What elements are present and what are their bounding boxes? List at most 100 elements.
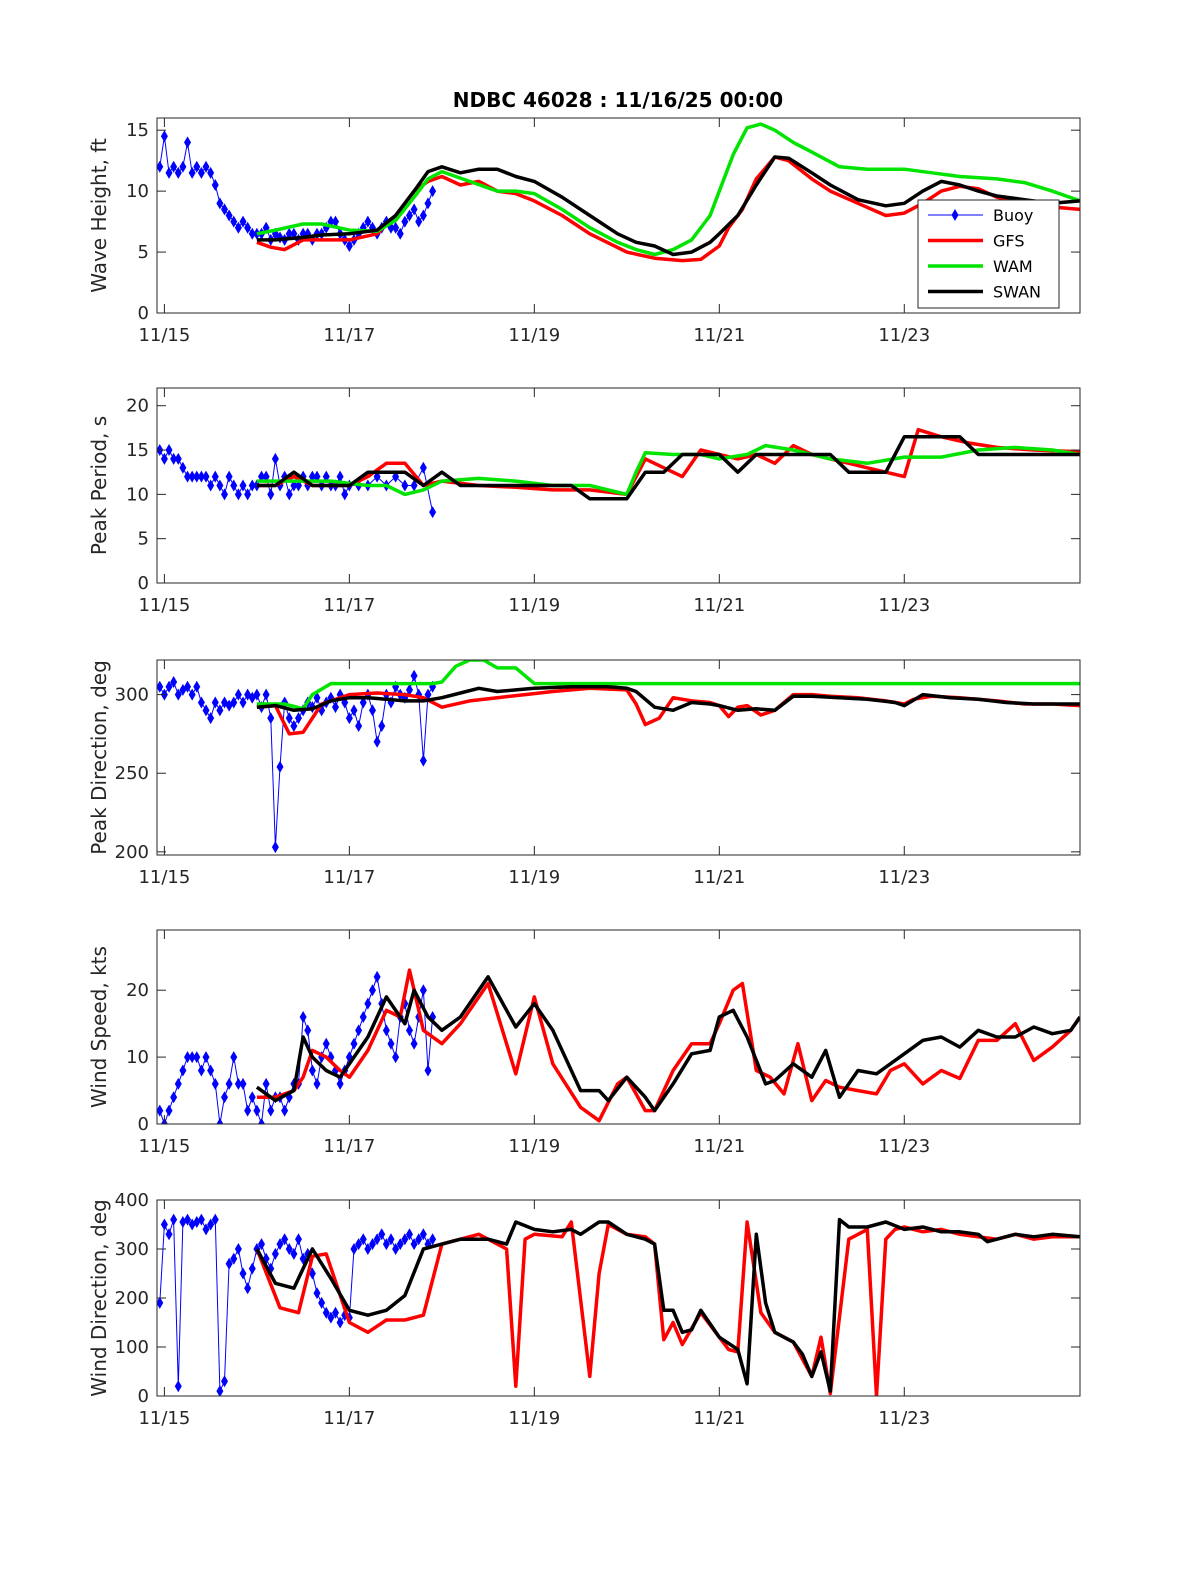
legend: Buoy GFS WAM SWAN xyxy=(917,199,1060,309)
buoy-point xyxy=(234,1243,242,1255)
buoy-point xyxy=(239,1267,247,1280)
buoy-point xyxy=(355,1024,363,1037)
buoy-point xyxy=(355,720,363,733)
buoy-point xyxy=(359,1233,367,1246)
buoy-point xyxy=(396,1238,404,1251)
buoy-point xyxy=(184,1051,192,1064)
y-tick-label: 0 xyxy=(138,573,149,594)
buoy-point xyxy=(331,1306,339,1319)
buoy-point xyxy=(419,1228,427,1241)
buoy-point xyxy=(216,1385,224,1396)
x-tick-label: 11/19 xyxy=(508,867,560,888)
buoy-point xyxy=(216,197,224,210)
buoy-point xyxy=(197,1064,205,1077)
x-tick-label: 11/23 xyxy=(878,1136,930,1157)
buoy-point xyxy=(170,452,178,465)
x-tick-label: 11/19 xyxy=(508,1136,560,1157)
buoy-point xyxy=(336,1077,344,1090)
chart-panel-5: 11/15 11/17 11/19 11/21 11/23 0 100 200 300 400Wi… xyxy=(87,1190,1081,1429)
y-tick-label: 5 xyxy=(138,242,149,263)
buoy-point xyxy=(405,683,413,696)
buoy-point xyxy=(373,735,381,748)
buoy-point xyxy=(197,696,205,709)
buoy-point xyxy=(202,470,210,483)
series-group xyxy=(157,427,1080,519)
series-line-wam xyxy=(256,443,1080,497)
x-tick-label: 11/19 xyxy=(508,595,560,616)
buoy-point xyxy=(359,1010,367,1023)
buoy-point xyxy=(331,701,339,714)
buoy-point xyxy=(382,1024,390,1037)
legend-label: WAM xyxy=(993,257,1033,276)
buoy-point xyxy=(221,203,229,216)
buoy-point xyxy=(415,215,423,228)
buoy-point xyxy=(285,712,293,725)
axes-box xyxy=(156,387,1081,584)
buoy-point xyxy=(401,1233,409,1246)
y-tick-label: 400 xyxy=(115,1190,149,1211)
buoy-point xyxy=(419,754,427,767)
buoy-point xyxy=(225,470,233,483)
buoy-point xyxy=(248,1091,256,1104)
y-tick-label: 250 xyxy=(115,763,149,784)
buoy-point xyxy=(165,1104,173,1117)
buoy-point xyxy=(290,720,298,733)
x-tick-label: 11/21 xyxy=(693,1408,745,1429)
buoy-point xyxy=(165,1228,173,1241)
x-tick-label: 11/19 xyxy=(508,325,560,346)
axes-box xyxy=(156,929,1081,1125)
buoy-point xyxy=(258,1118,266,1124)
buoy-point xyxy=(197,166,205,179)
buoy-point xyxy=(299,1010,307,1023)
buoy-point xyxy=(239,479,247,492)
buoy-point xyxy=(327,1311,335,1324)
buoy-point xyxy=(221,1375,229,1388)
y-tick-label: 300 xyxy=(115,1239,149,1260)
buoy-point xyxy=(202,160,210,173)
buoy-point xyxy=(336,470,344,483)
buoy-point xyxy=(290,1247,298,1260)
buoy-point xyxy=(248,479,256,492)
x-tick-label: 11/23 xyxy=(878,595,930,616)
buoy-point xyxy=(170,1091,178,1104)
buoy-point xyxy=(429,185,437,198)
buoy-point xyxy=(234,221,242,234)
buoy-point xyxy=(216,479,224,492)
buoy-point xyxy=(285,1243,293,1255)
buoy-point xyxy=(184,1213,192,1226)
y-tick-label: 0 xyxy=(138,1386,149,1407)
buoy-point xyxy=(419,209,427,222)
x-tick-label: 11/23 xyxy=(878,867,930,888)
series-group xyxy=(157,122,1080,263)
axes-box xyxy=(156,117,1081,314)
buoy-point xyxy=(160,130,168,143)
buoy-point xyxy=(281,1233,289,1246)
buoy-point xyxy=(341,488,349,501)
buoy-point xyxy=(244,1282,252,1295)
buoy-point xyxy=(345,712,353,725)
buoy-point xyxy=(419,984,427,997)
buoy-point xyxy=(174,452,182,465)
buoy-point xyxy=(188,688,196,701)
buoy-point xyxy=(322,1037,330,1050)
x-tick-label: 11/21 xyxy=(693,1136,745,1157)
buoy-point xyxy=(415,1233,423,1246)
buoy-point xyxy=(244,488,252,501)
buoy-point xyxy=(295,1233,303,1246)
x-tick-label: 11/21 xyxy=(693,595,745,616)
legend-label: SWAN xyxy=(993,283,1041,302)
buoy-point xyxy=(234,488,242,501)
y-tick-label: 20 xyxy=(126,396,149,417)
buoy-point xyxy=(193,470,201,483)
buoy-point xyxy=(184,470,192,483)
y-tick-label: 10 xyxy=(126,181,149,202)
buoy-point xyxy=(373,970,381,983)
buoy-point xyxy=(313,1077,321,1090)
buoy-point xyxy=(350,1243,358,1255)
buoy-point xyxy=(174,688,182,701)
buoy-point xyxy=(202,704,210,717)
series-line-wam xyxy=(256,660,1080,711)
buoy-point xyxy=(211,1213,219,1226)
buoy-point xyxy=(276,1238,284,1251)
buoy-point xyxy=(359,696,367,709)
